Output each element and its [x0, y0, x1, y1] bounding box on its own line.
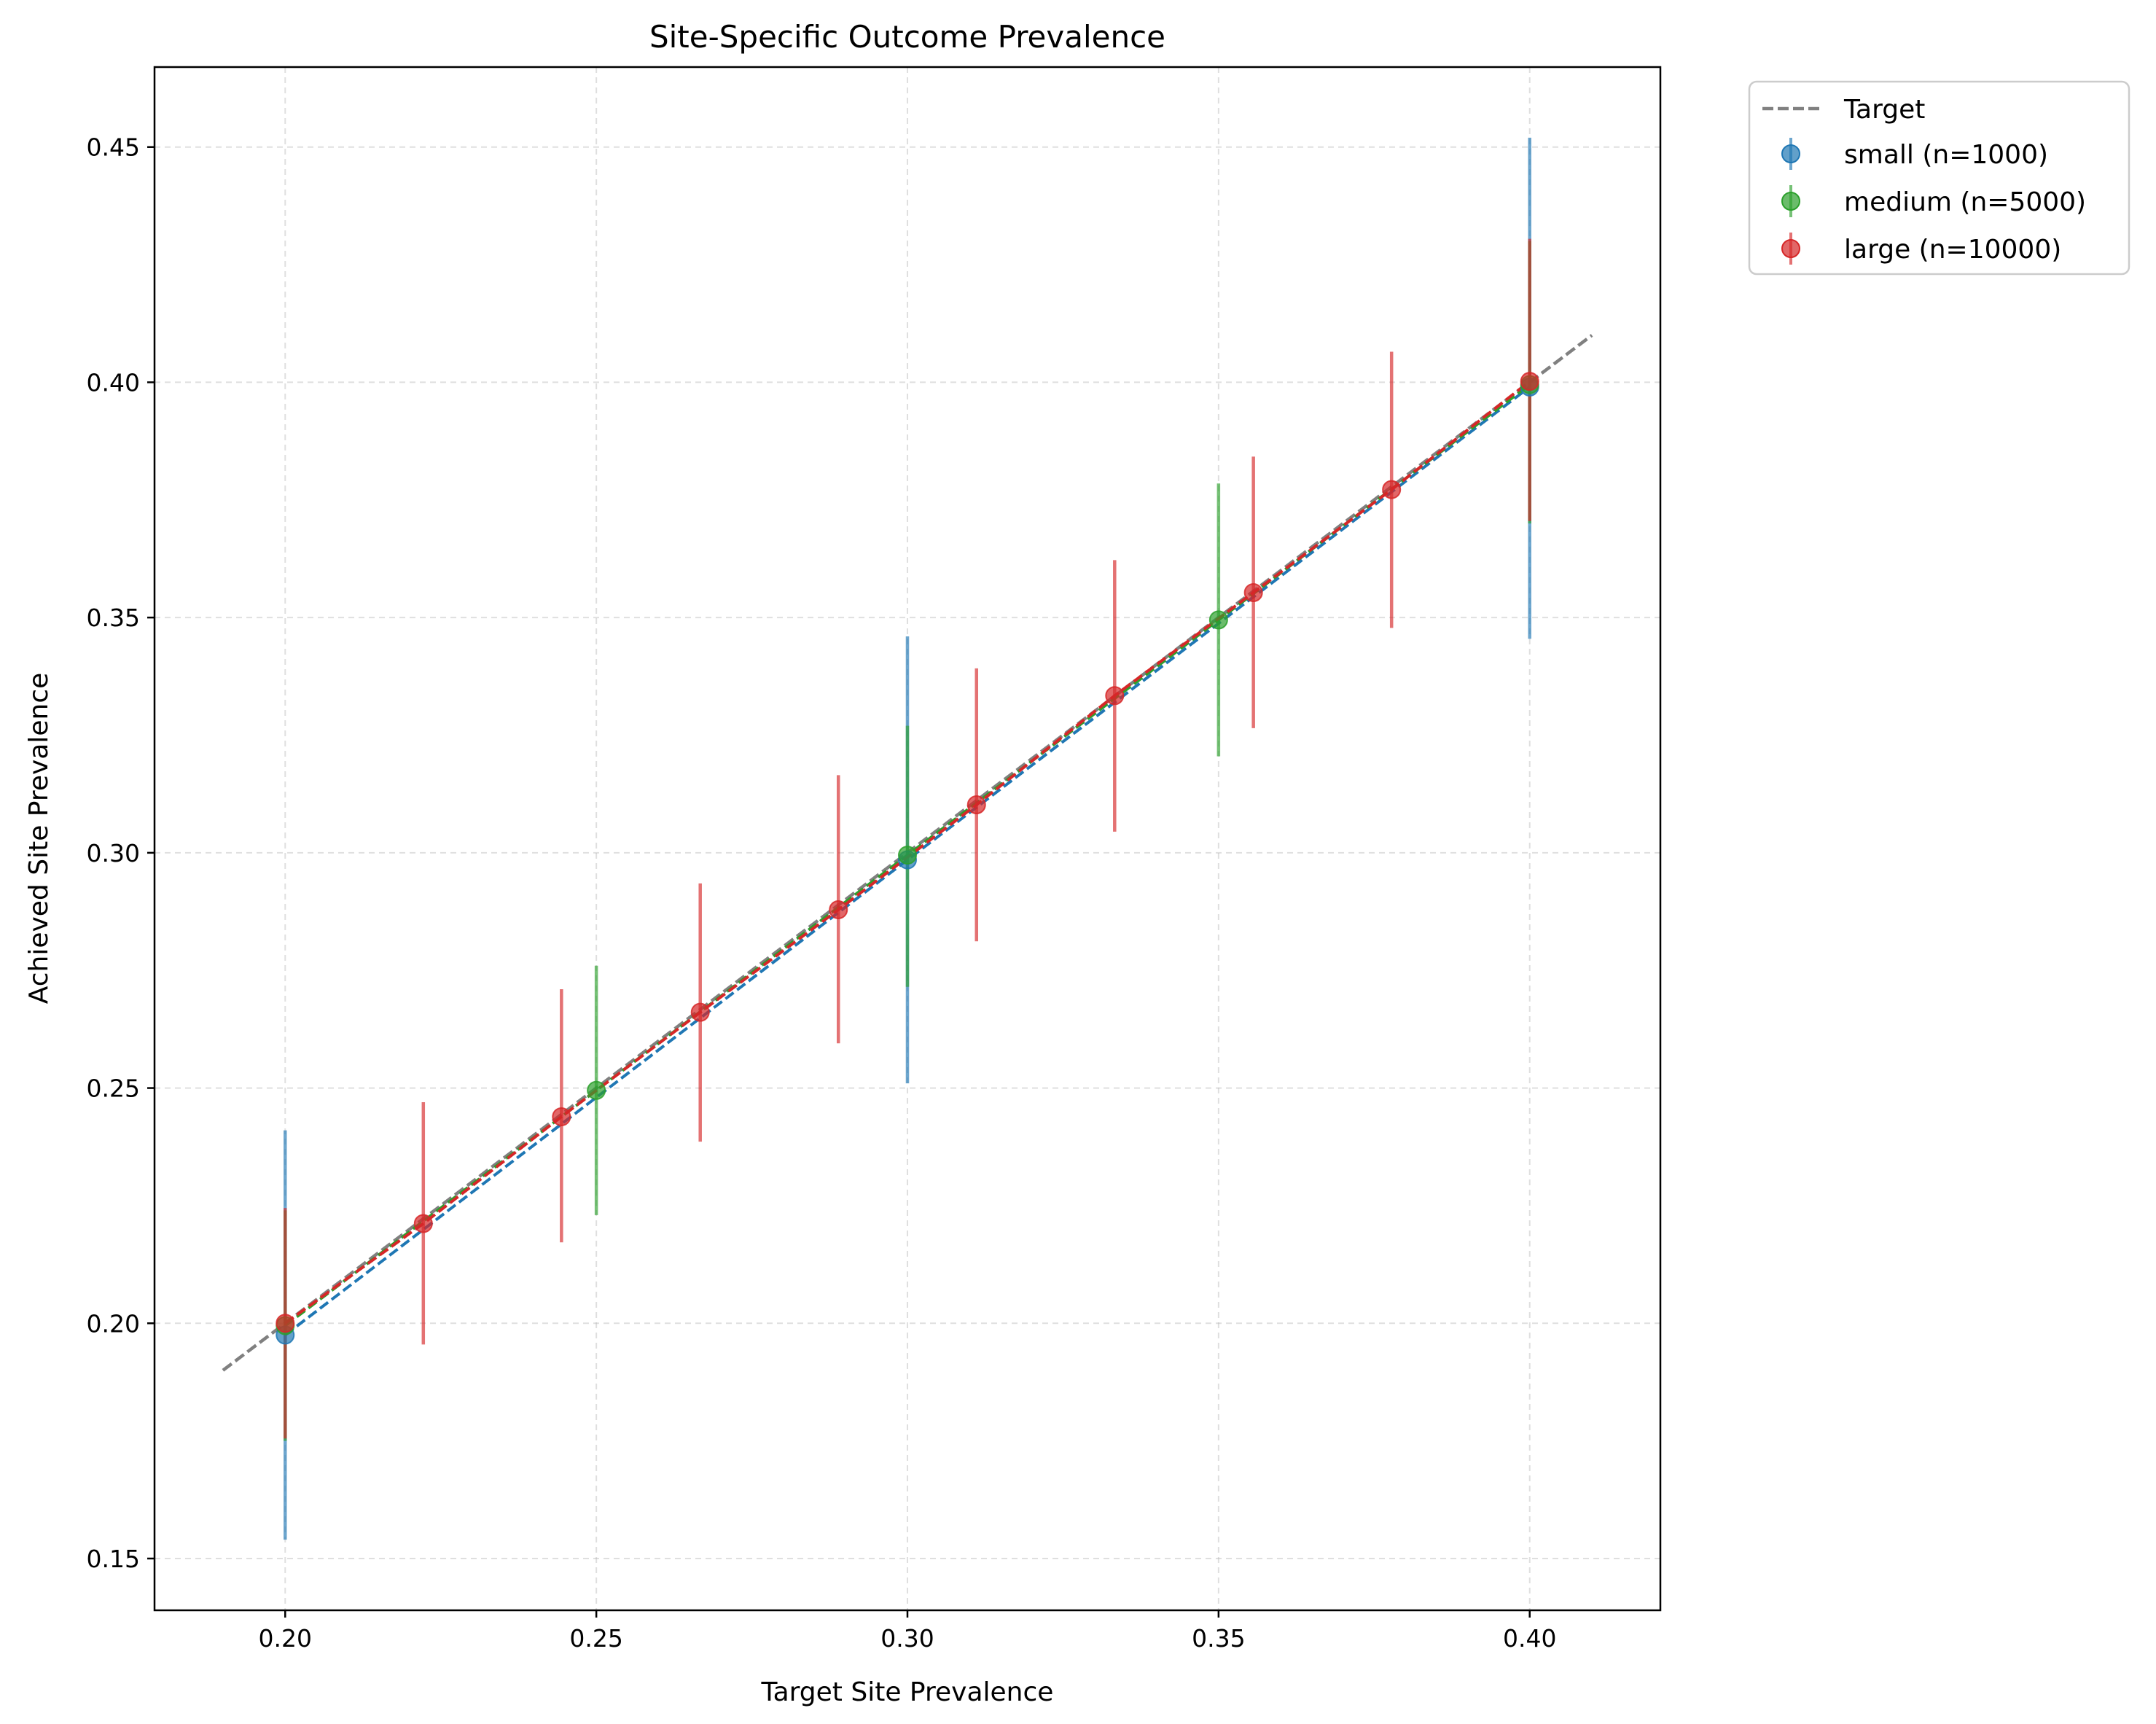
x-axis-ticks: 0.20 0.25 0.30 0.35 0.40 [259, 1610, 1556, 1653]
data-point-large [690, 1002, 710, 1022]
x-tick-label: 0.35 [1192, 1624, 1245, 1653]
legend-label-medium: medium (n=5000) [1844, 187, 2086, 217]
legend-swatch-marker-medium [1781, 192, 1800, 211]
legend-label-small: small (n=1000) [1844, 140, 2048, 170]
data-point-large [829, 900, 848, 919]
plot-area: 0.20 0.25 0.30 0.35 0.40 0.15 0.20 0.25 0.30 0.3… [87, 66, 1662, 1653]
data-point-large [413, 1214, 433, 1233]
y-tick-label: 0.25 [87, 1074, 140, 1103]
y-tick-label: 0.20 [87, 1309, 140, 1338]
chart-title: Site-Specific Outcome Prevalence [649, 19, 1165, 55]
data-point-medium [587, 1080, 606, 1100]
y-axis-ticks: 0.15 0.20 0.25 0.30 0.35 0.40 0.45 [87, 133, 155, 1573]
x-tick-label: 0.30 [880, 1624, 934, 1653]
legend-label-large: large (n=10000) [1844, 235, 2061, 265]
legend-swatch-marker-small [1781, 144, 1800, 163]
data-point-medium [898, 846, 917, 865]
legend-frame [1748, 80, 2130, 276]
y-tick-label: 0.45 [87, 133, 140, 162]
points-layer [276, 372, 1539, 1345]
data-point-large [552, 1107, 571, 1126]
data-point-large [276, 1314, 295, 1333]
x-axis-label: Target Site Prevalence [761, 1677, 1054, 1707]
x-tick-label: 0.25 [569, 1624, 622, 1653]
y-tick-label: 0.15 [87, 1545, 140, 1573]
y-tick-label: 0.30 [87, 839, 140, 867]
y-tick-label: 0.40 [87, 368, 140, 397]
y-axis-label: Achieved Site Prevalence [24, 673, 54, 1005]
legend: Target small (n=1000) medium (n=5000) larg… [1748, 80, 2130, 276]
x-tick-label: 0.40 [1503, 1624, 1556, 1653]
x-tick-label: 0.20 [259, 1624, 312, 1653]
data-point-large [1243, 582, 1263, 602]
y-tick-label: 0.35 [87, 604, 140, 632]
data-point-large [1382, 480, 1402, 499]
data-point-large [1105, 686, 1125, 706]
data-point-medium [1208, 610, 1228, 630]
data-point-large [966, 795, 986, 815]
legend-series-entries: small (n=1000) medium (n=5000) large (n=10… [1781, 138, 2086, 265]
legend-swatch-marker-large [1781, 239, 1800, 258]
series-line-small [284, 386, 1531, 1336]
data-point-large [1520, 372, 1539, 391]
legend-target-label: Target [1843, 95, 1925, 125]
